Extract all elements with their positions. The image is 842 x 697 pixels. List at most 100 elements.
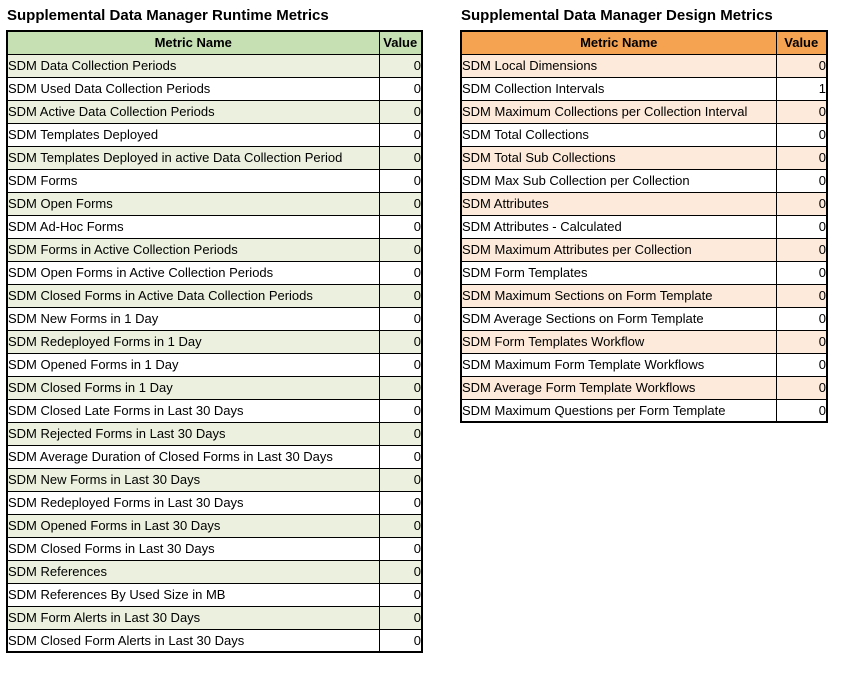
metric-value-cell: 0 bbox=[775, 168, 828, 193]
metric-value-cell: 0 bbox=[775, 283, 828, 308]
column-header-value: Value bbox=[775, 30, 828, 55]
table-header-row: Metric Name Value bbox=[6, 30, 423, 55]
metric-value-cell: 0 bbox=[775, 145, 828, 170]
table-row: SDM Total Collections 0 bbox=[460, 122, 828, 147]
metric-value-cell: 0 bbox=[775, 352, 828, 377]
table-row: SDM Maximum Attributes per Collection 0 bbox=[460, 237, 828, 262]
table-row: SDM Redeployed Forms in 1 Day 0 bbox=[6, 329, 423, 354]
metric-value-cell: 0 bbox=[378, 306, 423, 331]
metric-value-cell: 0 bbox=[775, 375, 828, 400]
runtime-metrics-title: Supplemental Data Manager Runtime Metric… bbox=[7, 7, 329, 24]
table-row: SDM Ad-Hoc Forms 0 bbox=[6, 214, 423, 239]
metric-value-cell: 0 bbox=[378, 536, 423, 561]
metric-name-cell: SDM Templates Deployed bbox=[6, 122, 380, 147]
metric-name-cell: SDM Form Templates Workflow bbox=[460, 329, 777, 354]
table-row: SDM References 0 bbox=[6, 559, 423, 584]
table-row: SDM Form Templates Workflow 0 bbox=[460, 329, 828, 354]
table-row: SDM Closed Late Forms in Last 30 Days 0 bbox=[6, 398, 423, 423]
metric-name-cell: SDM New Forms in Last 30 Days bbox=[6, 467, 380, 492]
metric-name-cell: SDM Maximum Attributes per Collection bbox=[460, 237, 777, 262]
metric-value-cell: 0 bbox=[775, 53, 828, 78]
metric-name-cell: SDM Closed Forms in Active Data Collecti… bbox=[6, 283, 380, 308]
metric-name-cell: SDM Forms bbox=[6, 168, 380, 193]
design-metrics-section: Supplemental Data Manager Design Metrics… bbox=[460, 7, 828, 423]
design-metrics-table: Metric Name Value SDM Local Dimensions 0… bbox=[460, 30, 828, 423]
metric-value-cell: 0 bbox=[378, 329, 423, 354]
metric-name-cell: SDM Average Duration of Closed Forms in … bbox=[6, 444, 380, 469]
metric-value-cell: 0 bbox=[378, 467, 423, 492]
metric-value-cell: 0 bbox=[378, 444, 423, 469]
metric-name-cell: SDM Average Sections on Form Template bbox=[460, 306, 777, 331]
table-row: SDM Closed Forms in Last 30 Days 0 bbox=[6, 536, 423, 561]
metric-value-cell: 0 bbox=[378, 145, 423, 170]
table-row: SDM Used Data Collection Periods 0 bbox=[6, 76, 423, 101]
metric-value-cell: 0 bbox=[378, 398, 423, 423]
metric-name-cell: SDM Collection Intervals bbox=[460, 76, 777, 101]
metric-name-cell: SDM Form Templates bbox=[460, 260, 777, 285]
metric-name-cell: SDM Open Forms bbox=[6, 191, 380, 216]
metric-name-cell: SDM Closed Late Forms in Last 30 Days bbox=[6, 398, 380, 423]
table-row: SDM Average Duration of Closed Forms in … bbox=[6, 444, 423, 469]
table-row: SDM Maximum Collections per Collection I… bbox=[460, 99, 828, 124]
metric-name-cell: SDM Redeployed Forms in Last 30 Days bbox=[6, 490, 380, 515]
table-row: SDM Max Sub Collection per Collection 0 bbox=[460, 168, 828, 193]
metric-value-cell: 0 bbox=[378, 191, 423, 216]
metric-name-cell: SDM Average Form Template Workflows bbox=[460, 375, 777, 400]
design-metrics-title: Supplemental Data Manager Design Metrics bbox=[461, 7, 773, 24]
table-row: SDM Attributes - Calculated 0 bbox=[460, 214, 828, 239]
table-row: SDM Opened Forms in 1 Day 0 bbox=[6, 352, 423, 377]
metric-name-cell: SDM Redeployed Forms in 1 Day bbox=[6, 329, 380, 354]
metric-value-cell: 0 bbox=[378, 260, 423, 285]
metric-value-cell: 0 bbox=[775, 214, 828, 239]
metric-name-cell: SDM Opened Forms in 1 Day bbox=[6, 352, 380, 377]
table-row: SDM Average Sections on Form Template 0 bbox=[460, 306, 828, 331]
metric-name-cell: SDM Max Sub Collection per Collection bbox=[460, 168, 777, 193]
table-row: SDM Closed Form Alerts in Last 30 Days 0 bbox=[6, 628, 423, 653]
table-row: SDM Open Forms 0 bbox=[6, 191, 423, 216]
metric-name-cell: SDM Closed Forms in Last 30 Days bbox=[6, 536, 380, 561]
column-header-value: Value bbox=[378, 30, 423, 55]
metric-name-cell: SDM Templates Deployed in active Data Co… bbox=[6, 145, 380, 170]
table-row: SDM Form Alerts in Last 30 Days 0 bbox=[6, 605, 423, 630]
table-row: SDM Form Templates 0 bbox=[460, 260, 828, 285]
column-header-metric-name: Metric Name bbox=[6, 30, 380, 55]
metric-value-cell: 0 bbox=[378, 605, 423, 630]
metric-value-cell: 1 bbox=[775, 76, 828, 101]
metric-value-cell: 0 bbox=[775, 191, 828, 216]
table-row: SDM Data Collection Periods 0 bbox=[6, 53, 423, 78]
metric-name-cell: SDM Forms in Active Collection Periods bbox=[6, 237, 380, 262]
metric-name-cell: SDM Opened Forms in Last 30 Days bbox=[6, 513, 380, 538]
metric-value-cell: 0 bbox=[378, 99, 423, 124]
metric-name-cell: SDM Used Data Collection Periods bbox=[6, 76, 380, 101]
metric-name-cell: SDM Attributes bbox=[460, 191, 777, 216]
table-row: SDM Forms in Active Collection Periods 0 bbox=[6, 237, 423, 262]
table-row: SDM Forms 0 bbox=[6, 168, 423, 193]
metric-name-cell: SDM Active Data Collection Periods bbox=[6, 99, 380, 124]
table-row: SDM Average Form Template Workflows 0 bbox=[460, 375, 828, 400]
metric-value-cell: 0 bbox=[775, 122, 828, 147]
metric-name-cell: SDM Data Collection Periods bbox=[6, 53, 380, 78]
table-row: SDM Closed Forms in 1 Day 0 bbox=[6, 375, 423, 400]
table-row: SDM Opened Forms in Last 30 Days 0 bbox=[6, 513, 423, 538]
metric-value-cell: 0 bbox=[378, 283, 423, 308]
table-row: SDM References By Used Size in MB 0 bbox=[6, 582, 423, 607]
metric-name-cell: SDM Rejected Forms in Last 30 Days bbox=[6, 421, 380, 446]
table-row: SDM Rejected Forms in Last 30 Days 0 bbox=[6, 421, 423, 446]
metric-name-cell: SDM Form Alerts in Last 30 Days bbox=[6, 605, 380, 630]
table-row: SDM Redeployed Forms in Last 30 Days 0 bbox=[6, 490, 423, 515]
metric-value-cell: 0 bbox=[378, 122, 423, 147]
table-row: SDM Local Dimensions 0 bbox=[460, 53, 828, 78]
table-row: SDM New Forms in 1 Day 0 bbox=[6, 306, 423, 331]
metric-value-cell: 0 bbox=[378, 513, 423, 538]
metric-value-cell: 0 bbox=[378, 582, 423, 607]
metric-value-cell: 0 bbox=[775, 99, 828, 124]
table-row: SDM Active Data Collection Periods 0 bbox=[6, 99, 423, 124]
metric-name-cell: SDM Total Sub Collections bbox=[460, 145, 777, 170]
metric-name-cell: SDM Total Collections bbox=[460, 122, 777, 147]
metric-name-cell: SDM References By Used Size in MB bbox=[6, 582, 380, 607]
metric-name-cell: SDM Closed Form Alerts in Last 30 Days bbox=[6, 628, 380, 653]
table-row: SDM New Forms in Last 30 Days 0 bbox=[6, 467, 423, 492]
metric-name-cell: SDM Maximum Collections per Collection I… bbox=[460, 99, 777, 124]
table-row: SDM Open Forms in Active Collection Peri… bbox=[6, 260, 423, 285]
